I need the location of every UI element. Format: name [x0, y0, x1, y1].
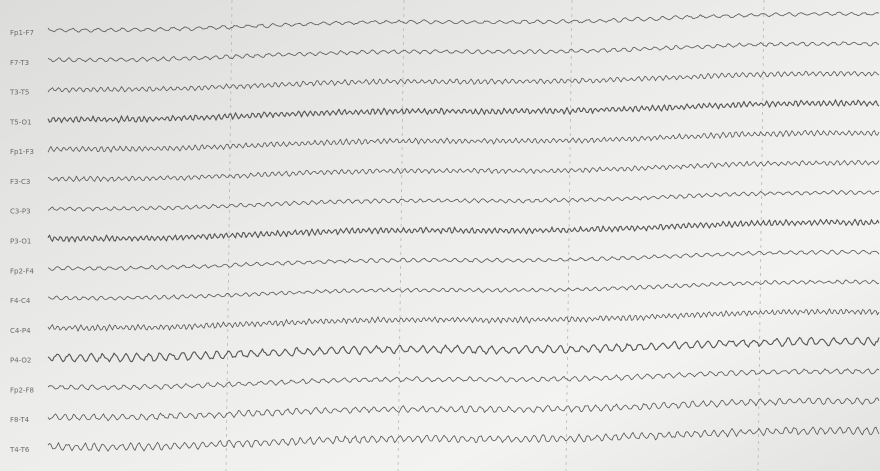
traces: Fp1-F7 F7-T3 T3-T5 T5-O1 Fp1-F3 F3-C3 C3-P3 P3-…: [9, 11, 880, 454]
time-markers: [225, 0, 765, 471]
eeg-trace: [47, 397, 880, 422]
channel-label: P3-O1: [10, 238, 31, 246]
channel-label: T5-O1: [9, 118, 31, 126]
eeg-trace: [47, 41, 880, 63]
time-marker: [397, 0, 405, 471]
channel-label: F4-C4: [10, 297, 31, 305]
channel-label: T4-T6: [9, 446, 30, 454]
channel-label: Fp2-F4: [10, 267, 34, 275]
time-marker: [225, 0, 233, 471]
eeg-trace: [47, 159, 880, 182]
channel-label: Fp1-F7: [10, 29, 34, 37]
channel-label: F8-T4: [10, 416, 30, 424]
eeg-trace: [47, 190, 880, 212]
eeg-trace: [47, 336, 880, 363]
channel-label: Fp1-F3: [10, 148, 34, 156]
eeg-trace: [47, 279, 880, 301]
eeg-trace: [47, 99, 880, 124]
channel-label: C4-P4: [10, 327, 31, 335]
eeg-trace: [47, 11, 880, 33]
eeg-trace: [47, 218, 880, 243]
channel-label: P4-O2: [10, 357, 31, 365]
eeg-trace: [47, 368, 880, 391]
eeg-trace: [47, 70, 880, 93]
eeg-trace: [47, 249, 880, 271]
time-marker: [757, 0, 765, 471]
time-marker: [565, 0, 573, 471]
channel-label: F3-C3: [10, 178, 30, 186]
eeg-trace: [47, 129, 880, 153]
channel-label: Fp2-F8: [10, 386, 34, 394]
channel-label: T3-T5: [9, 89, 29, 97]
eeg-trace: [47, 308, 880, 332]
channel-label: F7-T3: [10, 59, 29, 67]
eeg-trace: [47, 426, 880, 452]
channel-label: C3-P3: [10, 208, 31, 216]
